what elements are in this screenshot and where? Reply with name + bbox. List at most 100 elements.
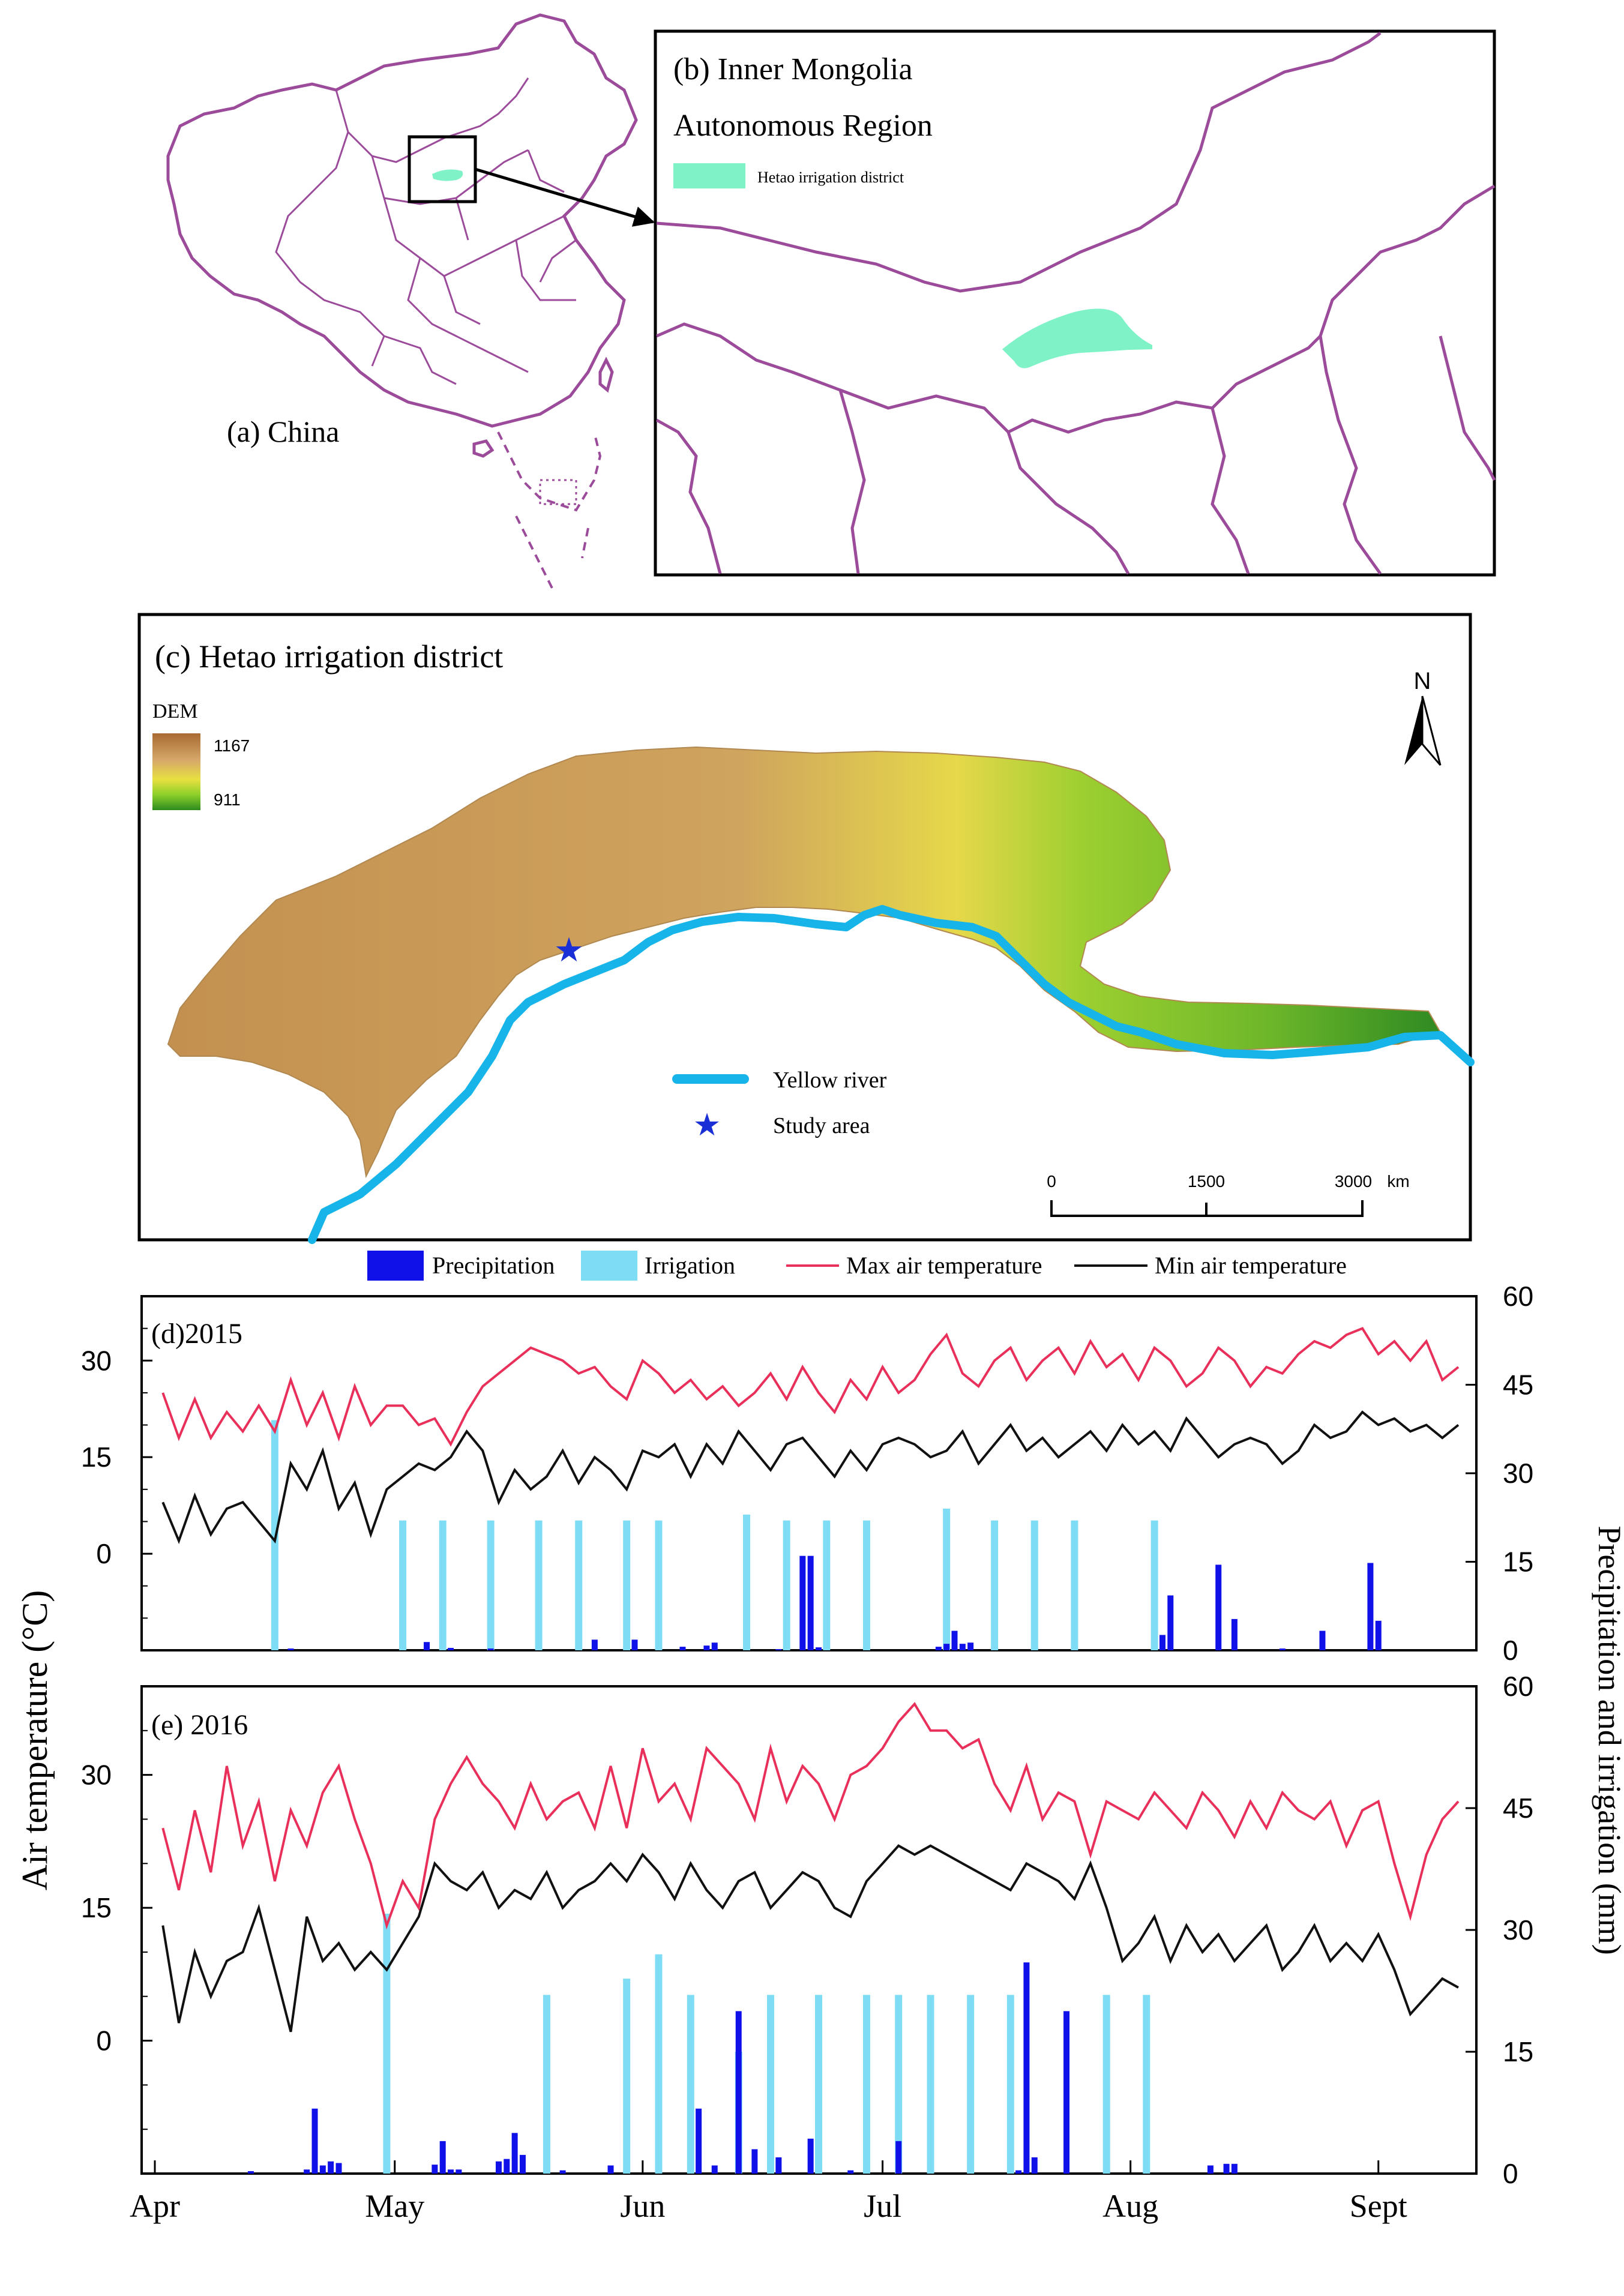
irrigation-bar: [783, 1520, 790, 1650]
irrigation-bar: [655, 1954, 663, 2174]
left-tick-label: 0: [96, 1538, 112, 1569]
left-tick-label: 30: [81, 1760, 112, 1791]
scale-tick-0: 0: [1047, 1172, 1056, 1191]
precipitation-bar: [448, 2169, 454, 2174]
precipitation-bar: [799, 1555, 806, 1650]
precipitation-bar: [775, 2157, 782, 2174]
precipitation-bar: [775, 1649, 782, 1650]
irrigation-bar: [743, 1514, 751, 1650]
right-tick-label: 60: [1503, 1671, 1533, 1702]
right-tick-label: 30: [1503, 1458, 1533, 1489]
irrigation-bar: [543, 1995, 550, 2174]
irrigation-bar: [1030, 1520, 1038, 1650]
irrigation-bar: [767, 1995, 775, 2174]
panel-b-boundaries: [655, 32, 1496, 575]
irrigation-bar: [943, 1509, 951, 1650]
legend-precip-swatch: [367, 1251, 424, 1281]
south-sea-islands: [497, 431, 602, 589]
precipitation-bar: [1231, 1618, 1238, 1650]
yellow-river-legend-label: Yellow river: [773, 1068, 887, 1093]
precipitation-bar: [519, 2154, 526, 2174]
irrigation-bar: [823, 1520, 831, 1650]
precipitation-bar: [1207, 2165, 1213, 2174]
right-tick-label: 45: [1503, 1369, 1533, 1401]
precipitation-bar: [1159, 1635, 1165, 1650]
precipitation-bar: [1223, 2163, 1230, 2174]
right-tick-label: 0: [1503, 1635, 1518, 1666]
dem-colorbar: [152, 733, 200, 810]
precipitation-bar: [935, 1647, 942, 1650]
chart-2015: (d)2015 0 15 30 0 15 30 45 60: [81, 1281, 1533, 1666]
x-tick-label: Jun: [620, 2188, 665, 2224]
irrigation-bar: [1071, 1520, 1078, 1650]
precipitation-bar: [311, 2108, 318, 2174]
irrigation-bar: [623, 1979, 631, 2174]
irrigation-bar: [1006, 1995, 1014, 2174]
precipitation-bar: [1167, 1595, 1174, 1650]
hetao-region-shape: [1002, 308, 1152, 368]
precipitation-bar: [448, 1648, 454, 1650]
scale-bar: 0 1500 3000 km: [1047, 1172, 1410, 1217]
precipitation-bar: [495, 2161, 502, 2174]
hetao-legend-label: Hetao irrigation district: [757, 169, 904, 186]
taiwan-island: [598, 356, 614, 393]
panel-c-title: (c) Hetao irrigation district: [155, 639, 503, 675]
precipitation-bar: [487, 1648, 494, 1650]
precipitation-bar: [1015, 2170, 1022, 2174]
china-label: (a) China: [227, 415, 339, 448]
legend-tmin-label: Min air temperature: [1155, 1252, 1347, 1279]
left-tick-label: 15: [81, 1441, 112, 1473]
dem-max-label: 1167: [214, 736, 250, 755]
x-tick-label: Sept: [1350, 2188, 1407, 2224]
precipitation-bar: [711, 2165, 718, 2174]
x-tick-label: May: [365, 2188, 424, 2224]
precipitation-bar: [1215, 1564, 1222, 1650]
precipitation-bar: [951, 1630, 958, 1650]
precipitation-bar: [696, 2108, 702, 2174]
china-outline: [166, 13, 638, 428]
china-hetao-mini: [432, 169, 463, 181]
dem-label: DEM: [152, 700, 198, 723]
left-tick-label: 30: [81, 1345, 112, 1376]
yellow-river: [308, 905, 1475, 1244]
hetao-dem-area: [167, 746, 1442, 1179]
irrigation-bar: [575, 1520, 583, 1650]
hainan-island: [472, 439, 495, 458]
precipitation-bar: [959, 1644, 966, 1650]
precipitation-bar: [559, 2170, 566, 2174]
precipitation-bar: [711, 1642, 718, 1650]
panel-b-title-1: (b) Inner Mongolia: [673, 52, 913, 86]
panel-b-title-2: Autonomous Region: [673, 109, 933, 143]
irrigation-bar: [814, 1995, 822, 2174]
left-tick-label: 15: [81, 1892, 112, 1923]
legend-precip-label: Precipitation: [432, 1252, 555, 1279]
precipitation-bar: [751, 2149, 758, 2174]
dem-min-label: 911: [214, 790, 241, 809]
precipitation-bar: [607, 2165, 614, 2174]
north-arrow-label: N: [1414, 668, 1431, 694]
irrigation-bar: [895, 1995, 903, 2174]
precipitation-bar: [591, 1639, 598, 1650]
left-tick-label: 0: [96, 2025, 112, 2057]
study-area-star: ★: [554, 931, 584, 969]
x-tick-label: Jul: [864, 2188, 901, 2224]
chart-2016-tmax-line: [161, 1702, 1460, 1930]
precipitation-bar: [511, 2133, 518, 2174]
precipitation-bar: [895, 2141, 902, 2174]
study-area-legend-label: Study area: [773, 1113, 870, 1138]
irrigation-bar: [1102, 1995, 1110, 2174]
precipitation-bar: [1023, 1962, 1030, 2174]
precipitation-bar: [1367, 1563, 1374, 1650]
right-tick-label: 15: [1503, 1546, 1533, 1578]
irrigation-bar: [967, 1995, 975, 2174]
legend-irrig-swatch: [581, 1251, 637, 1281]
zoom-arrow: [475, 167, 655, 227]
irrigation-bar: [862, 1520, 870, 1650]
right-tick-label: 60: [1503, 1281, 1533, 1312]
irrigation-bar: [1150, 1520, 1158, 1650]
panel-b-inner-mongolia: (b) Inner Mongolia Autonomous Region Het…: [654, 29, 1496, 577]
chart-2016-tmin-line: [161, 1844, 1459, 2033]
right-tick-label: 30: [1503, 1914, 1533, 1946]
precipitation-bar: [287, 1648, 294, 1650]
precipitation-bar: [439, 2141, 446, 2174]
